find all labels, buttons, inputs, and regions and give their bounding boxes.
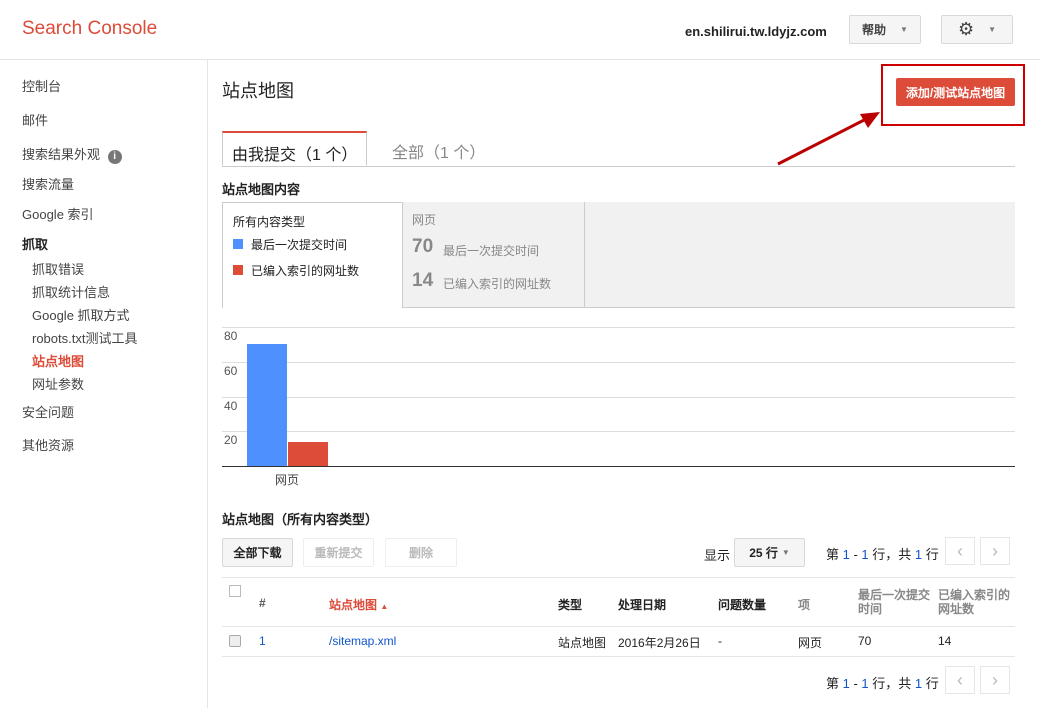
sitemap-link[interactable]: /sitemap.xml bbox=[329, 634, 397, 648]
tab-divider bbox=[222, 166, 1015, 167]
legend-swatch-indexed bbox=[233, 265, 243, 275]
sidebar-item-url-parameters[interactable]: 网址参数 bbox=[32, 377, 85, 392]
divider bbox=[222, 626, 1015, 627]
rows-select-value: 25 行 bbox=[749, 546, 778, 560]
bar-indexed[interactable] bbox=[288, 441, 328, 466]
tab-submitted-by-me[interactable]: 由我提交（1 个） bbox=[222, 131, 368, 166]
col-date[interactable]: 处理日期 bbox=[618, 598, 667, 612]
legend-title: 所有内容类型 bbox=[233, 215, 306, 229]
logo[interactable]: Search Console bbox=[22, 18, 158, 39]
pagination-text-bottom: 第 1 - 1 行，共 1 行 bbox=[826, 676, 939, 691]
sort-asc-icon: ▲ bbox=[380, 602, 389, 611]
content-heading: 站点地图内容 bbox=[222, 182, 301, 197]
chevron-down-icon: ▼ bbox=[781, 548, 790, 557]
header: Search Console en.shilirui.tw.ldyjz.com … bbox=[0, 0, 1040, 60]
gear-icon: ⚙ bbox=[957, 19, 975, 39]
col-submitted: 最后一次提交时间 bbox=[858, 588, 931, 616]
gridline bbox=[222, 431, 1015, 433]
prev-page-button[interactable]: ‹ bbox=[945, 537, 975, 565]
y-tick-label: 60 bbox=[224, 363, 238, 378]
help-label: 帮助 bbox=[862, 23, 887, 37]
site-selector[interactable]: en.shilirui.tw.ldyjz.com bbox=[685, 24, 827, 39]
help-button[interactable]: 帮助 ▼ bbox=[849, 15, 921, 44]
legend-all-types[interactable]: 所有内容类型 最后一次提交时间 已编入索引的网址数 bbox=[222, 202, 403, 308]
legend-label-submitted: 最后一次提交时间 bbox=[251, 238, 348, 252]
submitted-label: 最后一次提交时间 bbox=[443, 244, 540, 258]
prev-page-button-bottom[interactable]: ‹ bbox=[945, 666, 975, 694]
sidebar bbox=[0, 60, 208, 708]
divider bbox=[222, 577, 1015, 578]
add-test-sitemap-button[interactable]: 添加/测试站点地图 bbox=[896, 78, 1015, 106]
pagination-text: 第 1 - 1 行，共 1 行 bbox=[826, 547, 939, 562]
select-all-checkbox[interactable] bbox=[229, 585, 241, 597]
sidebar-item-crawl[interactable]: 抓取 bbox=[22, 237, 49, 252]
row-number: 1 bbox=[259, 634, 266, 648]
annotation-highlight-box bbox=[881, 64, 1025, 126]
settings-button[interactable]: ⚙ ▼ bbox=[941, 15, 1013, 44]
legend-type: 网页 bbox=[412, 213, 437, 227]
sidebar-item-search-appearance[interactable]: 搜索结果外观 i bbox=[22, 144, 122, 164]
sidebar-item-other-resources[interactable]: 其他资源 bbox=[22, 438, 75, 453]
sidebar-item-search-traffic[interactable]: 搜索流量 bbox=[22, 177, 75, 192]
resubmit-button[interactable]: 重新提交 bbox=[303, 538, 374, 567]
submitted-count: 70 bbox=[412, 236, 434, 257]
y-tick-label: 80 bbox=[224, 329, 238, 343]
divider bbox=[222, 656, 1015, 657]
gridline bbox=[222, 361, 1015, 363]
annotation-arrow-icon bbox=[777, 112, 880, 166]
col-indexed: 已编入索引的网址数 bbox=[938, 588, 1011, 616]
sidebar-item-crawl-errors[interactable]: 抓取错误 bbox=[32, 262, 85, 277]
y-tick-label: 40 bbox=[224, 398, 238, 413]
page-title: 站点地图 bbox=[222, 81, 294, 101]
sidebar-item-fetch-as-google[interactable]: Google 抓取方式 bbox=[32, 308, 130, 323]
chevron-down-icon: ▼ bbox=[988, 25, 997, 34]
row-indexed: 14 bbox=[938, 634, 952, 648]
next-page-button[interactable]: › bbox=[980, 537, 1010, 565]
indexed-count: 14 bbox=[412, 270, 434, 291]
indexed-label: 已编入索引的网址数 bbox=[443, 277, 552, 291]
sidebar-label: 搜索结果外观 bbox=[22, 147, 101, 162]
legend-webpages[interactable]: 网页 70 最后一次提交时间 14 已编入索引的网址数 bbox=[402, 202, 585, 308]
col-issues[interactable]: 问题数量 bbox=[718, 598, 767, 612]
table-heading: 站点地图（所有内容类型） bbox=[222, 512, 379, 527]
info-icon[interactable]: i bbox=[107, 150, 122, 164]
legend-label-indexed: 已编入索引的网址数 bbox=[251, 264, 360, 278]
chevron-down-icon: ▼ bbox=[900, 25, 908, 34]
sidebar-item-security[interactable]: 安全问题 bbox=[22, 405, 75, 420]
legend-panel-bg bbox=[402, 202, 1015, 308]
rows-per-page-select[interactable]: 25 行 ▼ bbox=[734, 538, 805, 567]
row-checkbox[interactable] bbox=[229, 635, 241, 647]
col-type[interactable]: 类型 bbox=[558, 598, 583, 612]
y-tick-label: 20 bbox=[224, 433, 238, 448]
sidebar-item-dashboard[interactable]: 控制台 bbox=[22, 79, 62, 94]
delete-button[interactable]: 删除 bbox=[385, 538, 457, 567]
legend-swatch-submitted bbox=[233, 239, 243, 249]
gridline bbox=[222, 466, 1015, 467]
bar-submitted[interactable] bbox=[247, 344, 287, 466]
row-date: 2016年2月26日 bbox=[618, 636, 701, 650]
sidebar-item-messages[interactable]: 邮件 bbox=[22, 113, 49, 128]
col-sitemap[interactable]: 站点地图 ▲ bbox=[329, 598, 389, 612]
next-page-button-bottom[interactable]: › bbox=[980, 666, 1010, 694]
x-tick-label: 网页 bbox=[275, 473, 300, 487]
col-items: 项 bbox=[798, 598, 811, 612]
row-issues: - bbox=[718, 634, 722, 648]
gridline bbox=[222, 396, 1015, 398]
row-type: 站点地图 bbox=[558, 636, 607, 650]
row-item: 网页 bbox=[798, 636, 823, 650]
sidebar-item-crawl-stats[interactable]: 抓取统计信息 bbox=[32, 285, 111, 300]
gridline bbox=[222, 327, 1015, 328]
tab-all[interactable]: 全部（1 个） bbox=[392, 145, 486, 162]
sidebar-item-google-index[interactable]: Google 索引 bbox=[22, 207, 94, 222]
col-number: # bbox=[259, 596, 266, 610]
sidebar-item-robots-tester[interactable]: robots.txt测试工具 bbox=[32, 331, 138, 346]
sidebar-item-sitemaps[interactable]: 站点地图 bbox=[32, 354, 85, 369]
show-label: 显示 bbox=[704, 548, 731, 563]
download-all-button[interactable]: 全部下载 bbox=[222, 538, 293, 567]
row-submitted: 70 bbox=[858, 634, 872, 648]
